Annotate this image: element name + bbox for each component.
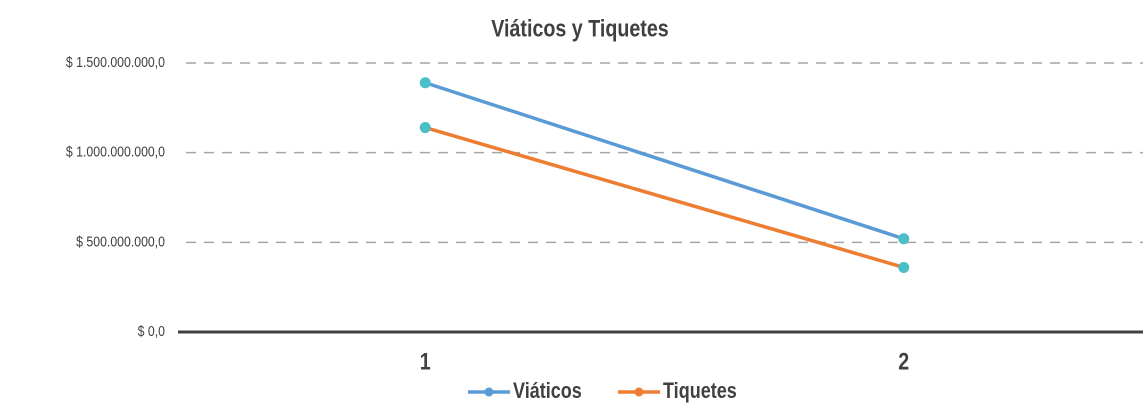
data-point — [898, 261, 910, 273]
chart-title: Viáticos y Tiquetes — [491, 14, 668, 41]
x-tick-label: 2 — [898, 347, 909, 374]
series-line — [424, 125, 905, 270]
data-point — [419, 77, 431, 89]
y-tick-label: $ 0,0 — [138, 323, 166, 339]
y-tick-label: $ 1.000.000.000,0 — [66, 144, 165, 160]
x-tick-label: 1 — [420, 347, 431, 374]
legend-marker — [634, 387, 644, 397]
legend-label: Tiquetes — [663, 379, 737, 403]
legend-marker — [484, 387, 494, 397]
data-point — [898, 233, 910, 245]
data-point — [419, 122, 431, 134]
series-line — [424, 81, 905, 241]
y-tick-label: $ 500.000.000,0 — [76, 233, 165, 249]
legend-label: Viáticos — [513, 379, 582, 403]
y-tick-label: $ 1.500.000.000,0 — [66, 54, 165, 70]
